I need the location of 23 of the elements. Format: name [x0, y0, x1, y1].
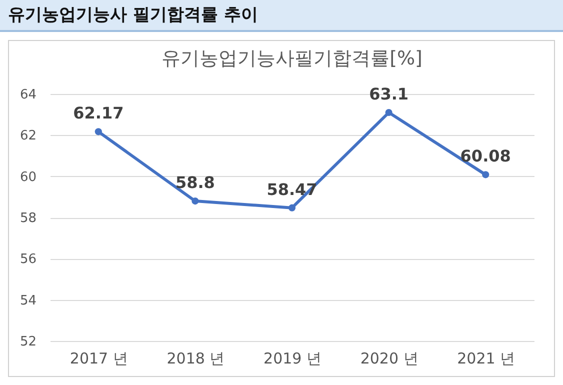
data-label: 60.08 — [460, 146, 511, 166]
point — [94, 128, 102, 136]
x-tick-label: 2019 년 — [264, 350, 322, 368]
chart-subtitle: 유기농업기능사필기합격률[%] — [162, 48, 422, 70]
x-tick-label: 2020 년 — [360, 350, 418, 368]
x-tick-label: 2018 년 — [166, 350, 225, 368]
y-tick-label: 52 — [20, 334, 36, 350]
y-tick-label: 64 — [20, 88, 36, 102]
y-tick-label: 60 — [20, 170, 36, 185]
y-tick-label: 58 — [20, 211, 36, 226]
y-tick-label: 62 — [20, 128, 36, 144]
data-label: 58.8 — [175, 173, 215, 192]
point — [192, 198, 199, 205]
x-tick-label: 2021 년 — [457, 350, 516, 368]
point — [482, 171, 490, 178]
point — [385, 108, 392, 116]
x-tick-label: 2017 년 — [70, 350, 128, 368]
data-label: 62.17 — [73, 104, 124, 123]
y-tick-label: 56 — [20, 252, 36, 268]
y-tick-label: 54 — [20, 293, 36, 308]
chart-title: 유기농업기능사 필기합격률 추이 — [0, 0, 563, 32]
point — [288, 204, 296, 212]
data-label: 63.1 — [369, 84, 409, 104]
